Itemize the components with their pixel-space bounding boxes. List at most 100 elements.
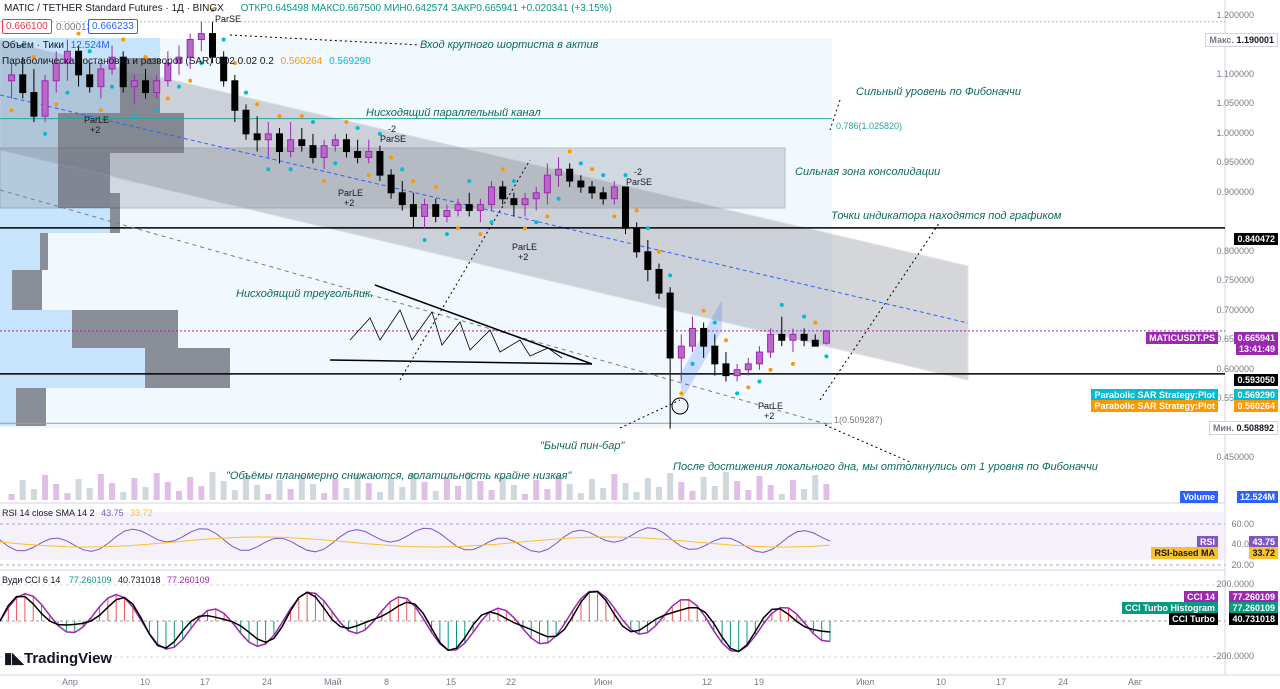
candle-body xyxy=(119,56,127,88)
volume-bar xyxy=(756,476,763,500)
sar-dot xyxy=(690,361,695,366)
sar-dot xyxy=(110,84,115,89)
time-tick: Авг xyxy=(1128,677,1143,687)
volume-profile-bar xyxy=(40,233,48,270)
sar-legend-v2: 0.569290 xyxy=(329,56,371,67)
ohlc-readout: ОТКР0.645498 МАКС0.667500 МИН0.642574 ЗА… xyxy=(240,3,612,14)
volume-bar xyxy=(577,493,584,500)
candle-body xyxy=(264,133,272,141)
annotation-after-low: После достижения локального дна, мы отто… xyxy=(673,461,1098,473)
volume-bar xyxy=(711,486,718,500)
candle-body xyxy=(476,204,484,212)
pointer-fib xyxy=(829,99,841,131)
pointer-dots xyxy=(819,221,941,401)
sell-button[interactable]: 0.666100 xyxy=(2,19,52,34)
volume-legend[interactable]: Объём · Тики xyxy=(2,40,64,51)
volume-bar xyxy=(600,488,607,500)
time-tick: 24 xyxy=(1058,677,1069,687)
rsi-band xyxy=(0,512,1225,560)
price-tick: 1.100000 xyxy=(1216,68,1254,79)
volume-bar xyxy=(644,478,651,500)
sar-tag-1-value: 0.569290 xyxy=(1234,389,1278,401)
sar-dot xyxy=(400,167,405,172)
rsi-legend[interactable]: RSI 14 close SMA 14 2 xyxy=(2,508,95,518)
candle-body xyxy=(253,133,261,141)
volume-bar xyxy=(566,484,573,500)
pointer-after-low xyxy=(824,424,911,463)
sar-dot xyxy=(210,8,215,12)
candle-body xyxy=(30,92,38,117)
candle-body xyxy=(309,145,317,158)
volume-bar xyxy=(722,472,729,500)
candle-body xyxy=(153,80,161,94)
candle-body xyxy=(287,139,295,153)
pointer-short-entry xyxy=(229,34,421,46)
volume-bar xyxy=(198,486,205,500)
sar-dot xyxy=(377,131,382,136)
sar-dot xyxy=(188,78,193,83)
triangle-lower xyxy=(329,359,593,365)
spread-value: 0.000133 xyxy=(56,22,98,33)
volume-bar xyxy=(510,485,517,500)
sar-dot xyxy=(779,302,784,307)
volume-bar xyxy=(823,484,830,500)
volume-profile-bar xyxy=(110,193,120,233)
price-tick: 0.750000 xyxy=(1216,275,1254,286)
time-tick: 12 xyxy=(702,677,713,687)
sar-dot xyxy=(20,43,25,48)
sar-dot xyxy=(601,173,606,178)
rsi-tick-40: 40.00 xyxy=(1231,539,1254,549)
candle-body xyxy=(354,151,362,158)
cci-line xyxy=(0,590,831,653)
candle-body xyxy=(75,50,83,76)
pinbar-circle xyxy=(671,397,689,415)
candle-body xyxy=(633,227,641,253)
candle-body xyxy=(755,351,763,365)
symbol-tag: MATICUSDT.PS xyxy=(1146,332,1218,344)
volume-bar xyxy=(388,478,395,500)
sar-dot xyxy=(467,179,472,184)
time-tick: 17 xyxy=(200,677,211,687)
volume-bar xyxy=(633,492,640,500)
sar-legend[interactable]: Параболическая остановка и разворот (SAR… xyxy=(2,56,274,67)
volume-profile-bar xyxy=(12,270,42,310)
candle-body xyxy=(510,198,518,206)
tv-logo-icon: ▮◣ xyxy=(4,650,24,667)
parle-plus-4: +2 xyxy=(764,411,775,421)
candle-body xyxy=(566,168,574,182)
volume-bar xyxy=(655,487,662,500)
buy-button[interactable]: 0.666233 xyxy=(88,19,138,34)
volume-bar xyxy=(522,494,529,500)
candle-body xyxy=(499,186,507,200)
tradingview-logo[interactable]: ▮◣TradingView xyxy=(4,649,112,667)
volume-profile-bar xyxy=(58,153,110,208)
volume-bar xyxy=(298,475,305,500)
candle-body xyxy=(97,68,105,88)
volume-bar xyxy=(53,484,60,500)
parse-label-1: ParSE xyxy=(215,14,242,24)
candle-body xyxy=(197,33,205,40)
sar-dot xyxy=(757,379,762,384)
volume-bar xyxy=(812,475,819,500)
volume-profile-bar xyxy=(0,270,12,310)
annotation-pinbar: "Бычий пин-бар" xyxy=(540,440,625,452)
sar-dot xyxy=(735,391,740,396)
chart-title[interactable]: MATIC / TETHER Standard Futures · 1Д · B… xyxy=(4,3,224,14)
time-tick: 10 xyxy=(140,677,151,687)
level-1-tag: 0.840472 xyxy=(1234,233,1278,245)
cci-legend[interactable]: Вуди CCI 6 14 xyxy=(2,575,61,585)
volume-bar xyxy=(287,489,294,500)
volume-bar xyxy=(209,472,216,500)
parle-plus-2: +2 xyxy=(344,198,355,208)
sar-dot xyxy=(701,308,706,313)
annotation-desc-triangle: Нисходящий треугольник. xyxy=(236,288,374,300)
candle-body xyxy=(164,62,172,82)
volume-bar xyxy=(231,490,238,500)
candle-body xyxy=(231,80,239,111)
triangle-upper xyxy=(374,284,593,365)
candle-body xyxy=(644,251,652,270)
rsi-tick-20: 20.00 xyxy=(1231,560,1254,570)
candle-body xyxy=(532,192,540,200)
volume-bar xyxy=(477,481,484,500)
